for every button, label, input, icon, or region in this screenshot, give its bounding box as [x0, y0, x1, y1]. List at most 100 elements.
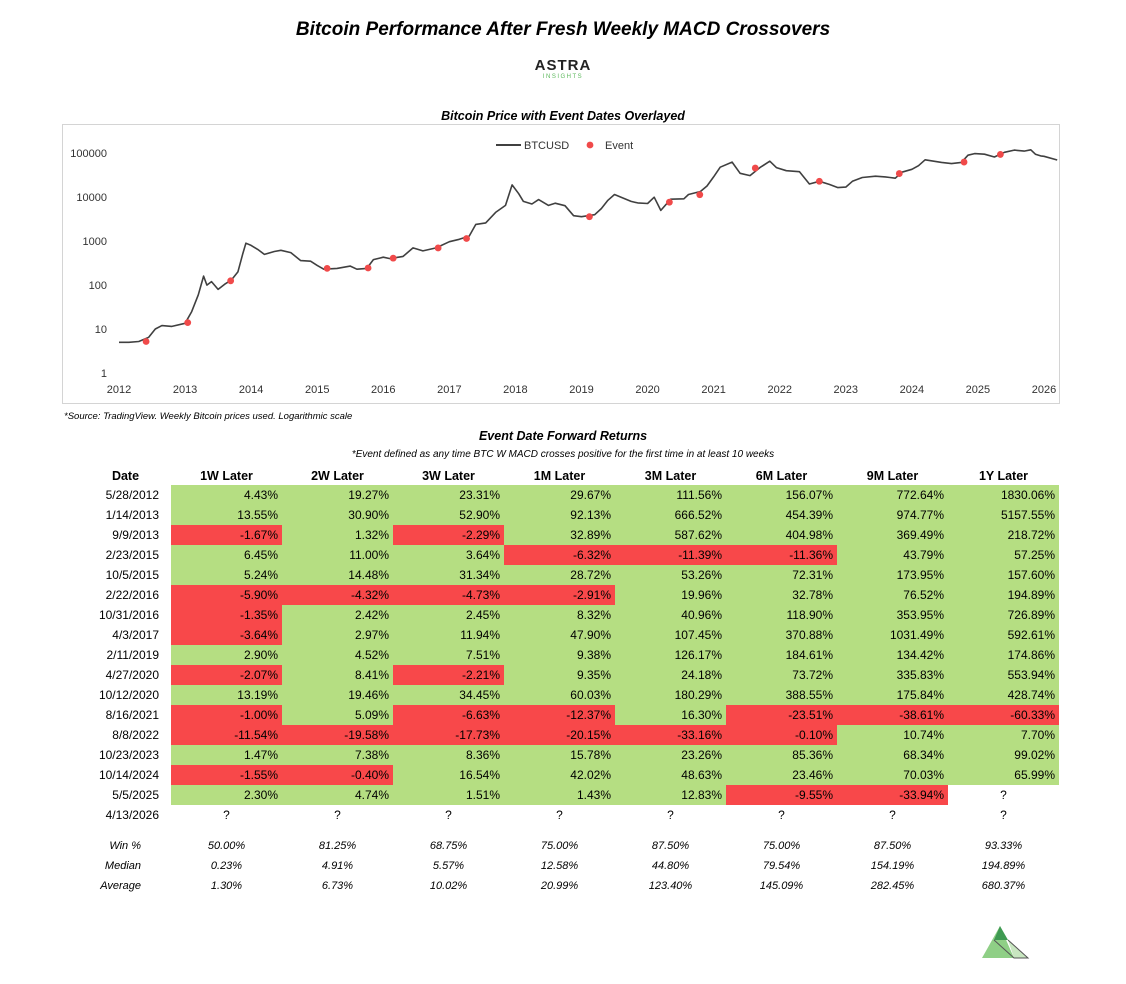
- return-cell: 34.45%: [393, 685, 504, 705]
- y-tick-label: 100000: [70, 148, 107, 160]
- return-cell: 6.45%: [171, 545, 282, 565]
- event-date-cell: 2/11/2019: [106, 648, 160, 662]
- event-point: [696, 191, 704, 199]
- stat-value: 79.54%: [762, 860, 801, 872]
- event-point: [389, 254, 397, 262]
- table-row: 8/8/2022 -11.54% -19.58% -17.73% -20.15% -33.…: [80, 725, 1059, 745]
- return-cell: 28.72%: [504, 565, 615, 585]
- return-cell: 353.95%: [837, 605, 948, 625]
- event-date-cell: 4/13/2026: [105, 808, 159, 822]
- return-cell: 5.24%: [171, 565, 282, 585]
- table-row: 10/31/2016 -1.35% 2.42% 2.45% 8.32% 40.96% 118…: [80, 605, 1059, 625]
- return-cell: 218.72%: [948, 525, 1059, 545]
- return-cell: -60.33%: [948, 705, 1059, 725]
- return-cell: -2.21%: [393, 665, 504, 685]
- return-cell: 2.30%: [171, 785, 282, 805]
- return-cell: 9.38%: [504, 645, 615, 665]
- chart-title: Bitcoin Price with Event Dates Overlayed: [441, 109, 685, 123]
- stat-value: 81.25%: [318, 840, 357, 852]
- return-cell: -3.64%: [171, 625, 282, 645]
- table-row: 5/5/2025 2.30% 4.74% 1.51% 1.43% 12.83% -9.55%…: [80, 785, 1059, 805]
- return-cell: -2.07%: [171, 665, 282, 685]
- return-cell: ?: [948, 785, 1059, 805]
- return-cell: 726.89%: [948, 605, 1059, 625]
- return-cell: 9.35%: [504, 665, 615, 685]
- event-point: [586, 213, 593, 221]
- return-cell: -6.32%: [504, 545, 615, 565]
- event-date-cell: 1/14/2013: [105, 508, 159, 522]
- y-tick-label: 1000: [83, 236, 107, 248]
- event-point: [815, 177, 823, 185]
- column-header: 6M Later: [755, 469, 808, 483]
- return-cell: -12.37%: [504, 705, 615, 725]
- return-cell: -33.94%: [837, 785, 948, 805]
- return-cell: 19.46%: [282, 685, 393, 705]
- event-date-cell: 10/31/2016: [98, 608, 159, 622]
- return-cell: 5157.55%: [948, 505, 1059, 525]
- return-cell: ?: [393, 805, 504, 825]
- return-cell: -17.73%: [393, 725, 504, 745]
- table-row: 10/23/2023 1.47% 7.38% 8.36% 15.78% 23.26% 85.…: [80, 745, 1059, 765]
- return-cell: 2.97%: [282, 625, 393, 645]
- x-tick-label: 2014: [239, 384, 263, 396]
- stat-value: 87.50%: [651, 840, 690, 852]
- table-row: 4/3/2017 -3.64% 2.97% 11.94% 47.90% 107.45% 37…: [80, 625, 1059, 645]
- return-cell: 73.72%: [726, 665, 837, 685]
- logo-outline: [993, 939, 1030, 959]
- return-cell: 31.34%: [393, 565, 504, 585]
- return-cell: 65.99%: [948, 765, 1059, 785]
- stat-label: Average: [100, 880, 141, 892]
- x-tick-label: 2020: [635, 384, 659, 396]
- event-date-cell: 10/23/2023: [98, 748, 159, 762]
- event-point: [434, 244, 442, 252]
- stat-label: Median: [104, 860, 141, 872]
- return-cell: -0.10%: [726, 725, 837, 745]
- stat-value: 50.00%: [207, 840, 246, 852]
- event-point: [184, 319, 192, 327]
- x-tick-label: 2013: [173, 384, 197, 396]
- table-row: 9/9/2013 -1.67% 1.32% -2.29% 32.89% 587.62% 40…: [80, 525, 1059, 545]
- return-cell: ?: [837, 805, 948, 825]
- event-point: [227, 277, 235, 285]
- stat-value: 154.19%: [870, 860, 915, 872]
- stat-value: 1.30%: [210, 880, 243, 892]
- return-cell: 184.61%: [726, 645, 837, 665]
- return-cell: 14.48%: [282, 565, 393, 585]
- stat-value: 0.23%: [210, 860, 243, 872]
- event-date-cell: 2/22/2016: [105, 588, 159, 602]
- event-point: [364, 264, 372, 272]
- return-cell: 19.96%: [615, 585, 726, 605]
- return-cell: 16.30%: [615, 705, 726, 725]
- event-date-cell: 8/16/2021: [105, 708, 159, 722]
- x-tick-label: 2017: [437, 384, 461, 396]
- table-row: 10/5/2015 5.24% 14.48% 31.34% 28.72% 53.26% 72…: [80, 565, 1059, 585]
- return-cell: 335.83%: [837, 665, 948, 685]
- btcusd-line: [119, 149, 1058, 344]
- return-cell: 194.89%: [948, 585, 1059, 605]
- return-cell: 3.64%: [393, 545, 504, 565]
- return-cell: 1.32%: [282, 525, 393, 545]
- event-date-cell: 4/3/2017: [112, 628, 159, 642]
- return-cell: -1.67%: [171, 525, 282, 545]
- x-tick-label: 2012: [107, 384, 131, 396]
- table-subtitle: *Event defined as any time BTC W MACD cr…: [351, 449, 775, 460]
- return-cell: 156.07%: [726, 485, 837, 505]
- return-cell: -23.51%: [726, 705, 837, 725]
- return-cell: -6.63%: [393, 705, 504, 725]
- source-note: *Source: TradingView. Weekly Bitcoin pri…: [64, 411, 353, 422]
- header-row: Date 1W Later 2W Later 3W Later 1M Later 3M L…: [80, 467, 1059, 485]
- y-tick-label: 1: [101, 368, 107, 380]
- y-tick-label: 10000: [76, 192, 107, 204]
- return-cell: 111.56%: [615, 485, 726, 505]
- return-cell: ?: [504, 805, 615, 825]
- x-tick-label: 2023: [834, 384, 858, 396]
- return-cell: 592.61%: [948, 625, 1059, 645]
- return-cell: -0.40%: [282, 765, 393, 785]
- return-cell: 118.90%: [726, 605, 837, 625]
- return-cell: 8.36%: [393, 745, 504, 765]
- x-tick-label: 2025: [966, 384, 990, 396]
- return-cell: 23.46%: [726, 765, 837, 785]
- stat-value: 75.00%: [540, 840, 579, 852]
- return-cell: 7.51%: [393, 645, 504, 665]
- return-cell: 29.67%: [504, 485, 615, 505]
